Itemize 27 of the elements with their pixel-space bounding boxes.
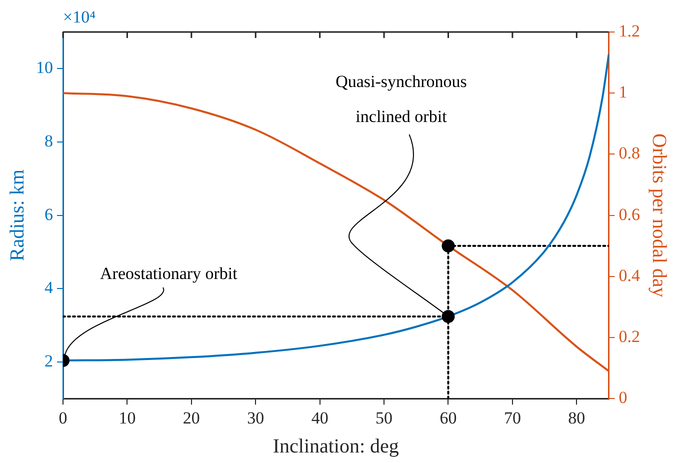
- x-tick-label: 30: [247, 408, 264, 428]
- x-tick-label: 20: [182, 408, 200, 428]
- y-axis-title: Radius: km: [6, 169, 28, 262]
- y2-tick-label: 0: [618, 388, 628, 408]
- x-tick-label: 0: [58, 408, 68, 428]
- y-tick-label: 6: [44, 204, 53, 224]
- x-axis-title: Inclination: deg: [272, 435, 399, 458]
- x-tick-label: 70: [504, 408, 521, 428]
- x-tick-label: 80: [568, 408, 586, 428]
- y2-tick-label: 0.8: [618, 144, 640, 163]
- y-tick-label: 2: [44, 351, 53, 370]
- x-tick-label: 50: [376, 408, 393, 428]
- x-tick-label: 60: [440, 408, 457, 428]
- y-tick-label: 8: [44, 131, 53, 150]
- y-tick-label: 10: [36, 58, 53, 78]
- y-tick-label: 4: [44, 278, 54, 298]
- y2-axis-title: Orbits per nodal day: [648, 133, 670, 298]
- annotation: Quasi-synchronous inclined orbit: [336, 72, 467, 126]
- x-tick-label: 40: [311, 408, 328, 428]
- y2-tick-label: 1: [618, 82, 628, 102]
- y2-tick-label: 0.4: [618, 266, 640, 285]
- annotation: Areostationary orbit: [100, 264, 238, 283]
- y2-tick-label: 1.2: [618, 21, 640, 40]
- y2-tick-label: 0.6: [618, 204, 640, 224]
- text: ×10⁴: [63, 7, 96, 26]
- y2-tick-label: 0.2: [618, 326, 640, 346]
- x-tick-label: 10: [118, 408, 136, 428]
